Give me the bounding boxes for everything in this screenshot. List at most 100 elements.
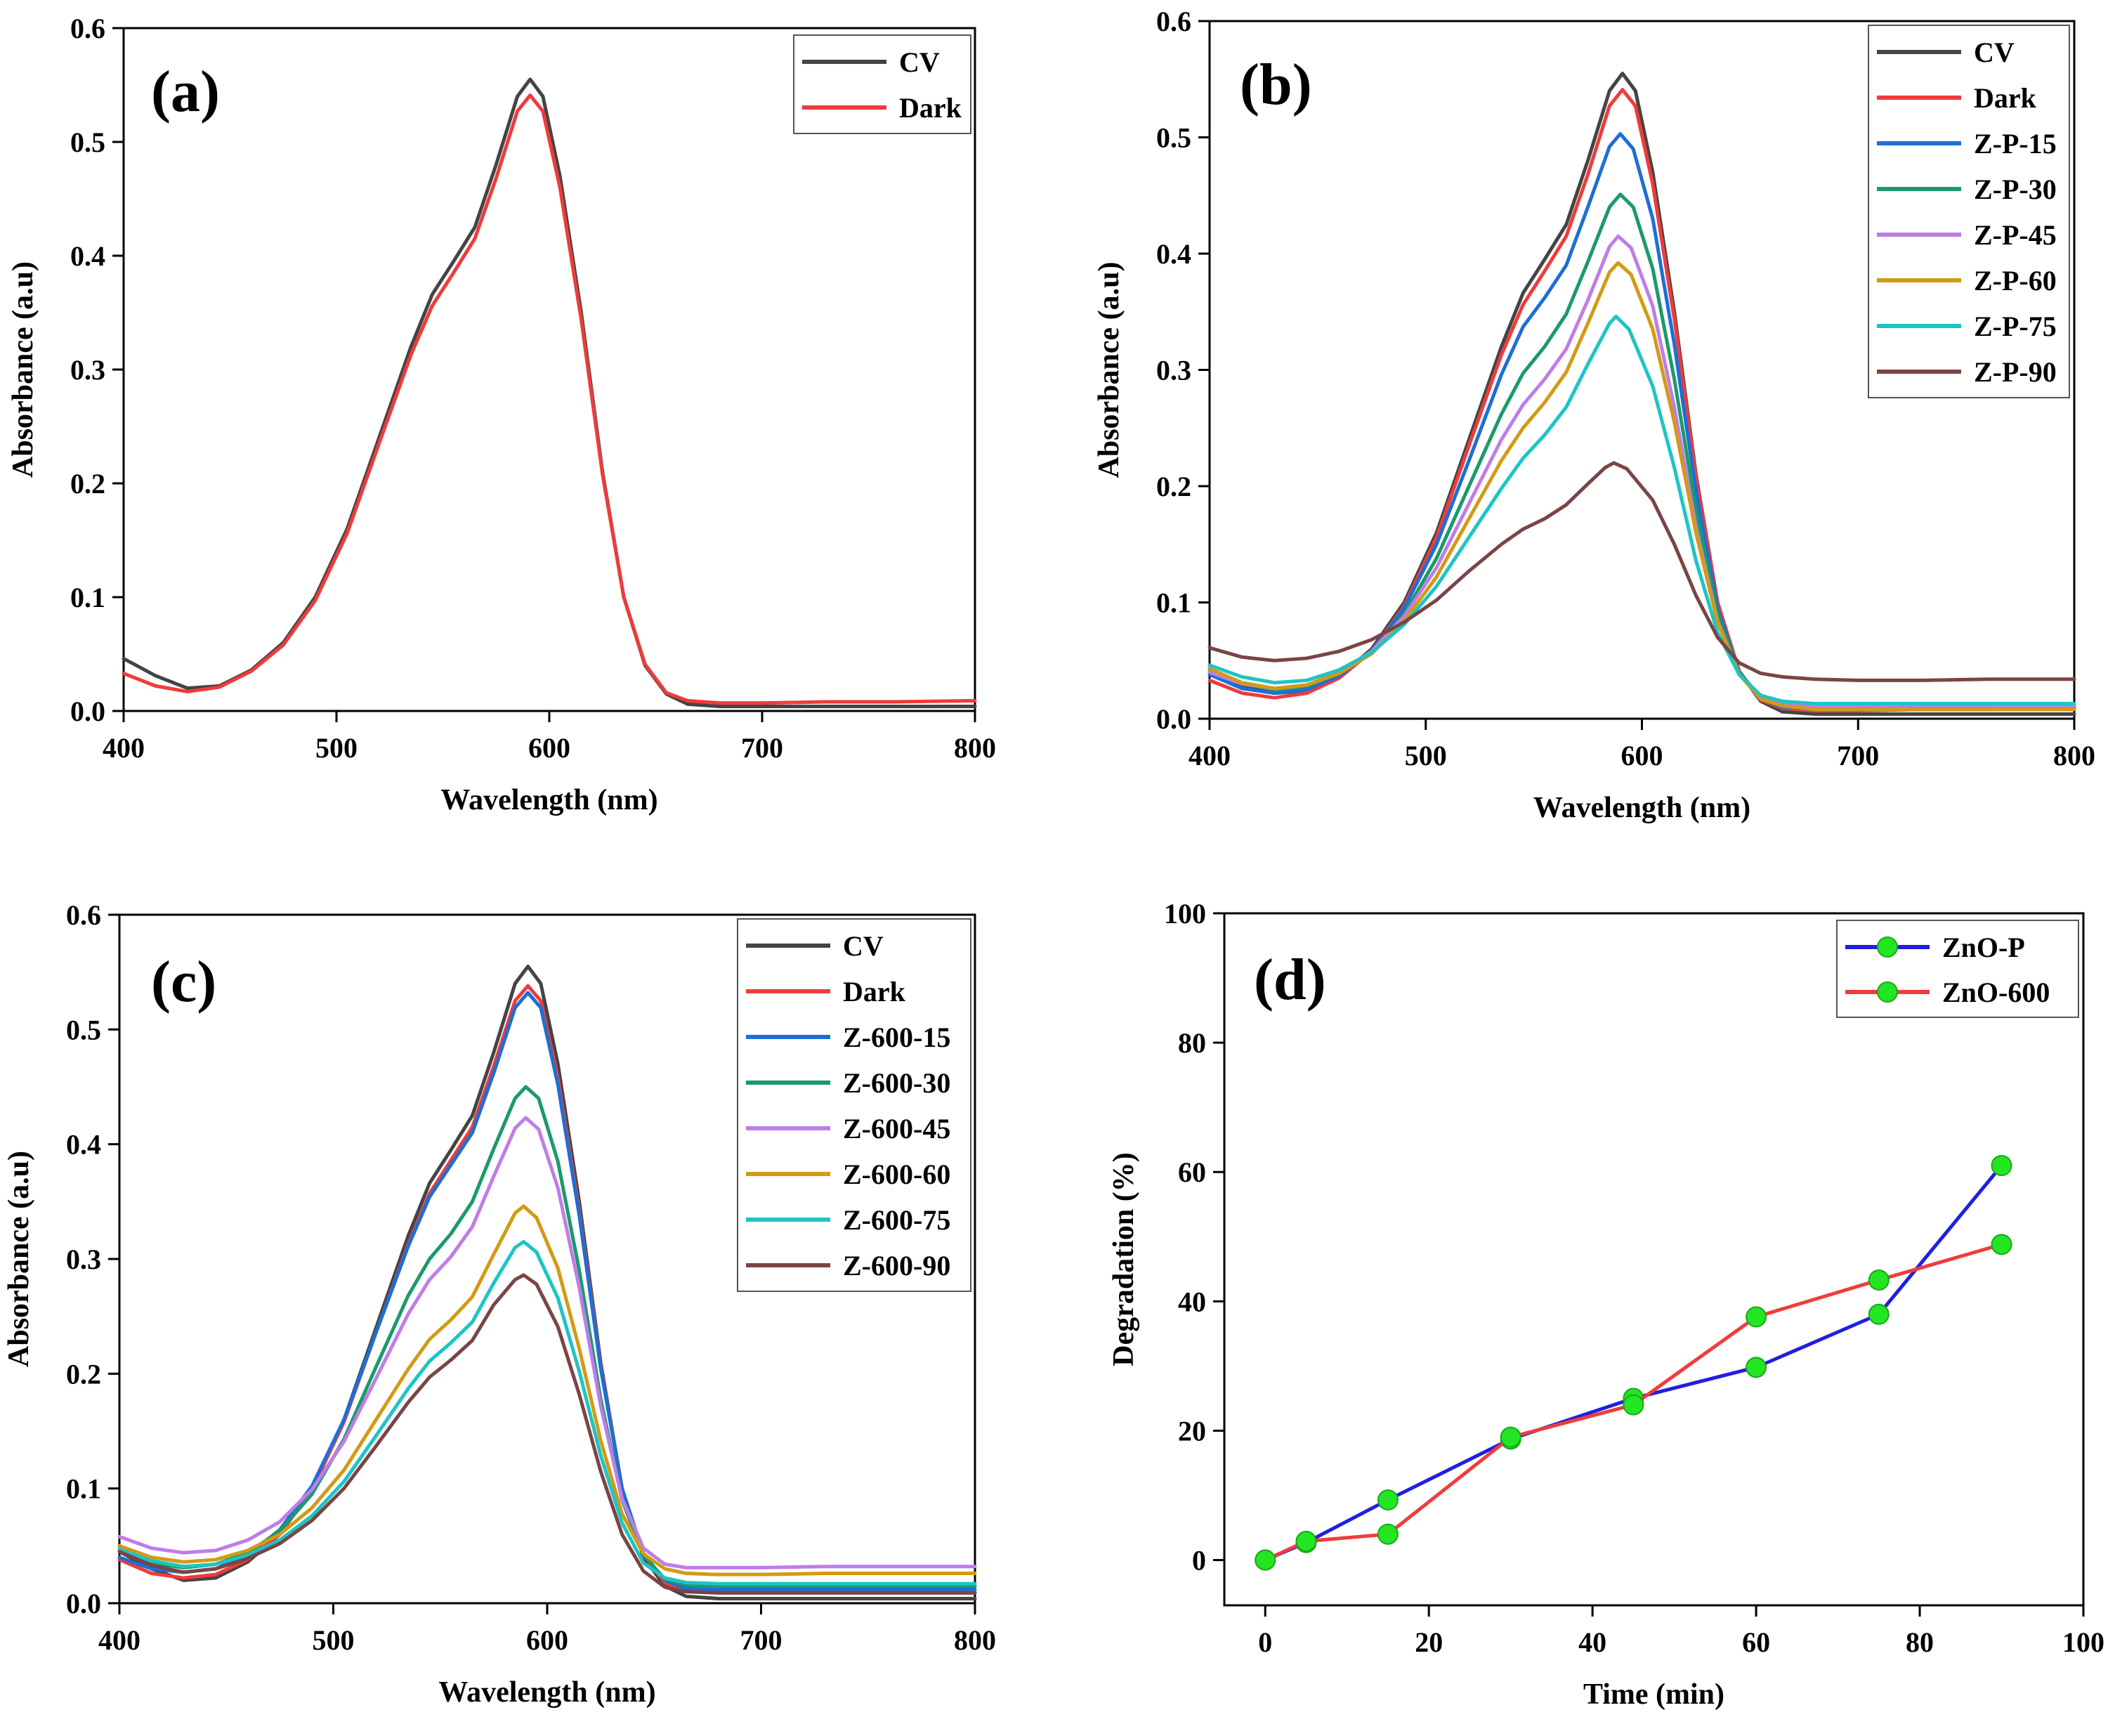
series-line-ZnO-600	[1263, 1242, 2004, 1562]
panel-label: (a)	[151, 59, 220, 124]
x-tick-label: 800	[954, 732, 996, 764]
data-point-ZnO-600	[1377, 1523, 1399, 1545]
chart-panel-c: 400 500 600 700 800 0.0 0.1 0.2 0.3 0.4 0.5 0.6 Wave…	[3, 899, 996, 1709]
x-tick-label: 600	[526, 1624, 568, 1656]
legend-label: Dark	[899, 92, 962, 124]
legend-box	[1868, 25, 2070, 398]
y-tick-label: 0.6	[1156, 6, 1191, 37]
data-point-ZnO-600	[1500, 1426, 1521, 1448]
legend: CV Dark Z-P-15 Z-P-30 Z-P-45 Z-P-60 Z-P-75 Z-P-…	[1868, 25, 2070, 398]
legend-label: Z-P-45	[1974, 219, 2057, 251]
y-tick-label: 0.0	[66, 1588, 101, 1619]
y-tick-label: 20	[1178, 1415, 1206, 1447]
y-tick-label: 100	[1164, 898, 1206, 929]
x-tick-label: 700	[741, 732, 783, 764]
legend: CV Dark	[793, 34, 971, 134]
y-tick-label: 0.4	[70, 240, 105, 272]
series-line-Dark	[122, 93, 977, 705]
y-tick-label: 0.5	[1156, 122, 1191, 154]
x-tick-label: 60	[1742, 1626, 1770, 1658]
y-tick-label: 0.0	[70, 696, 105, 727]
x-tick-label: 400	[98, 1624, 140, 1656]
y-tick-label: 0.3	[1156, 355, 1191, 386]
y-tick-label: 0.1	[1156, 587, 1191, 619]
legend-marker-ZnO-600	[1877, 981, 1898, 1003]
x-tick-label: 500	[315, 732, 358, 764]
data-point-ZnO-600	[1868, 1269, 1890, 1291]
x-tick-label: 600	[1621, 740, 1663, 771]
series-line-Z-600-60	[117, 1204, 977, 1577]
y-tick-label: 0.2	[66, 1358, 101, 1390]
y-tick-label: 0.5	[70, 126, 105, 158]
legend-box	[793, 34, 971, 134]
y-axis-label: Degradation (%)	[1108, 1152, 1140, 1366]
legend-label: Z-P-15	[1974, 128, 2057, 159]
legend-label: Dark	[843, 976, 906, 1007]
series-line-ZnO-P	[1263, 1163, 2004, 1562]
x-axis-label: Wavelength (nm)	[438, 1676, 655, 1709]
legend-label: CV	[1974, 37, 2015, 68]
x-tick-label: 700	[740, 1624, 783, 1656]
plot-frame	[1223, 912, 2085, 1607]
y-tick-label: 40	[1178, 1286, 1206, 1317]
x-tick-label: 800	[2053, 740, 2095, 771]
y-tick-label: 0.3	[66, 1244, 101, 1275]
y-tick-label: 0.4	[1156, 238, 1191, 270]
series-line-CV	[122, 77, 977, 709]
legend-label: CV	[899, 46, 940, 78]
data-point-ZnO-600	[1623, 1394, 1644, 1416]
data-point-ZnO-600	[1295, 1530, 1317, 1552]
legend-label: Z-P-75	[1974, 311, 2057, 342]
legend-label: Z-600-75	[843, 1204, 950, 1236]
legend: ZnO-P ZnO-600	[1836, 920, 2079, 1018]
series-line-Z-600-45	[117, 1116, 977, 1569]
data-point-ZnO-600	[1991, 1234, 2012, 1255]
x-tick-label: 600	[528, 732, 570, 764]
legend-label: Z-600-30	[843, 1067, 950, 1099]
y-axis-label: Absorbance (a.u)	[1093, 261, 1125, 478]
legend-marker-ZnO-P	[1877, 936, 1898, 958]
y-tick-label: 0.4	[66, 1129, 101, 1161]
y-tick-label: 0.1	[66, 1473, 101, 1505]
data-point-ZnO-600	[1746, 1306, 1767, 1328]
legend-label: Z-P-90	[1974, 356, 2057, 388]
data-point-ZnO-P	[1377, 1489, 1399, 1510]
legend-label: CV	[843, 930, 884, 962]
data-point-ZnO-P	[1746, 1357, 1767, 1378]
data-point-ZnO-600	[1255, 1549, 1276, 1571]
x-axis-label: Wavelength (nm)	[1533, 792, 1750, 824]
x-tick-label: 400	[1189, 740, 1231, 771]
x-tick-label: 400	[103, 732, 145, 764]
y-tick-label: 80	[1178, 1027, 1206, 1059]
legend-label: Z-600-60	[843, 1159, 950, 1190]
x-tick-label: 500	[313, 1624, 355, 1656]
legend-label: Z-600-45	[843, 1113, 950, 1144]
legend-box	[1836, 920, 2079, 1018]
chart-panel-a: 400 500 600 700 800 0.0 0.1 0.2 0.3 0.4 0.5 0.6 Wave…	[7, 13, 996, 816]
y-axis-label: Absorbance (a.u)	[3, 1151, 35, 1367]
y-tick-label: 0.1	[70, 582, 105, 613]
chart-panel-b: 400 500 600 700 800 0.0 0.1 0.2 0.3 0.4 0.5 0.6 Wave…	[1093, 6, 2095, 824]
legend-label: Dark	[1974, 82, 2037, 114]
panel-label: (b)	[1240, 52, 1312, 117]
x-tick-label: 100	[2062, 1626, 2104, 1658]
y-tick-label: 0.2	[1156, 471, 1191, 502]
legend-label: Z-600-90	[843, 1250, 950, 1281]
x-tick-label: 800	[954, 1624, 996, 1656]
x-tick-label: 700	[1837, 740, 1879, 771]
legend-label: Z-P-60	[1974, 265, 2057, 296]
y-tick-label: 0.0	[1156, 703, 1191, 735]
series-line-Z-600-75	[117, 1240, 977, 1586]
series-line-Z-P-75	[1207, 314, 2076, 705]
x-tick-label: 500	[1405, 740, 1447, 771]
y-tick-label: 0.6	[70, 13, 105, 44]
legend: CV Dark Z-600-15 Z-600-30 Z-600-45 Z-600-60 Z-…	[737, 918, 971, 1292]
legend-box	[737, 918, 971, 1292]
y-tick-label: 0.5	[66, 1014, 101, 1045]
y-tick-label: 60	[1178, 1156, 1206, 1188]
y-axis-label: Absorbance (a.u)	[7, 261, 39, 478]
x-axis-label: Wavelength (nm)	[440, 784, 657, 816]
legend-label: Z-600-15	[843, 1022, 950, 1053]
series-line-Z-600-90	[117, 1273, 977, 1595]
